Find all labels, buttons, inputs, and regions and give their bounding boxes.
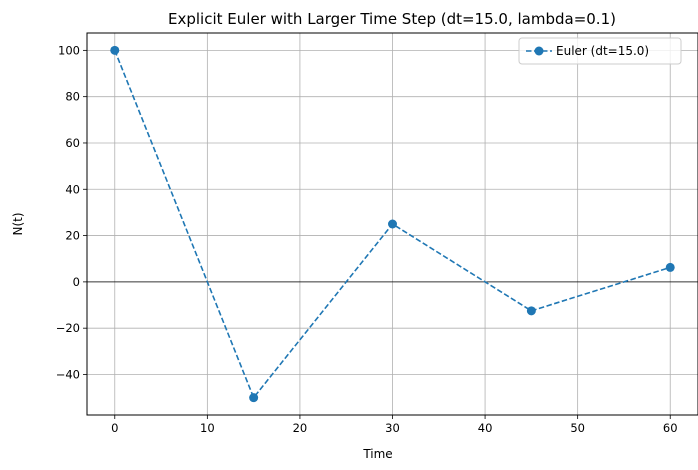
y-tick-label: 80 xyxy=(65,90,80,104)
y-tick-label: 0 xyxy=(73,275,80,289)
x-tick-label: 20 xyxy=(293,421,308,435)
x-tick-label: 40 xyxy=(478,421,493,435)
x-tick-label: 50 xyxy=(570,421,585,435)
legend-marker-swatch xyxy=(534,46,544,56)
legend: Euler (dt=15.0) xyxy=(518,37,682,65)
data-point xyxy=(388,219,397,229)
data-point xyxy=(110,45,120,55)
chart-title: Explicit Euler with Larger Time Step (dt… xyxy=(168,10,616,28)
y-axis-ticks: −40 −20 0 20 40 60 80 100 xyxy=(56,43,87,381)
data-point xyxy=(665,262,675,272)
y-tick-label: 40 xyxy=(65,182,80,196)
data-point xyxy=(526,306,536,316)
grid-lines xyxy=(87,33,698,415)
data-series xyxy=(110,45,675,403)
x-axis-ticks: 0 10 20 30 40 50 60 xyxy=(111,415,678,435)
legend-box xyxy=(518,37,682,65)
x-tick-label: 30 xyxy=(385,421,400,435)
x-tick-label: 10 xyxy=(200,421,215,435)
y-axis-label: N(t) xyxy=(11,212,25,235)
y-tick-label: 20 xyxy=(65,229,80,243)
x-tick-label: 60 xyxy=(663,421,678,435)
x-axis-label: Time xyxy=(362,447,392,461)
x-tick-label: 0 xyxy=(111,421,118,435)
y-tick-label: −20 xyxy=(56,321,80,335)
legend-entry-euler: Euler (dt=15.0) xyxy=(556,44,649,58)
data-point xyxy=(249,393,259,403)
y-tick-label: −40 xyxy=(56,367,80,381)
y-tick-label: 60 xyxy=(65,136,80,150)
y-tick-label: 100 xyxy=(58,43,80,57)
